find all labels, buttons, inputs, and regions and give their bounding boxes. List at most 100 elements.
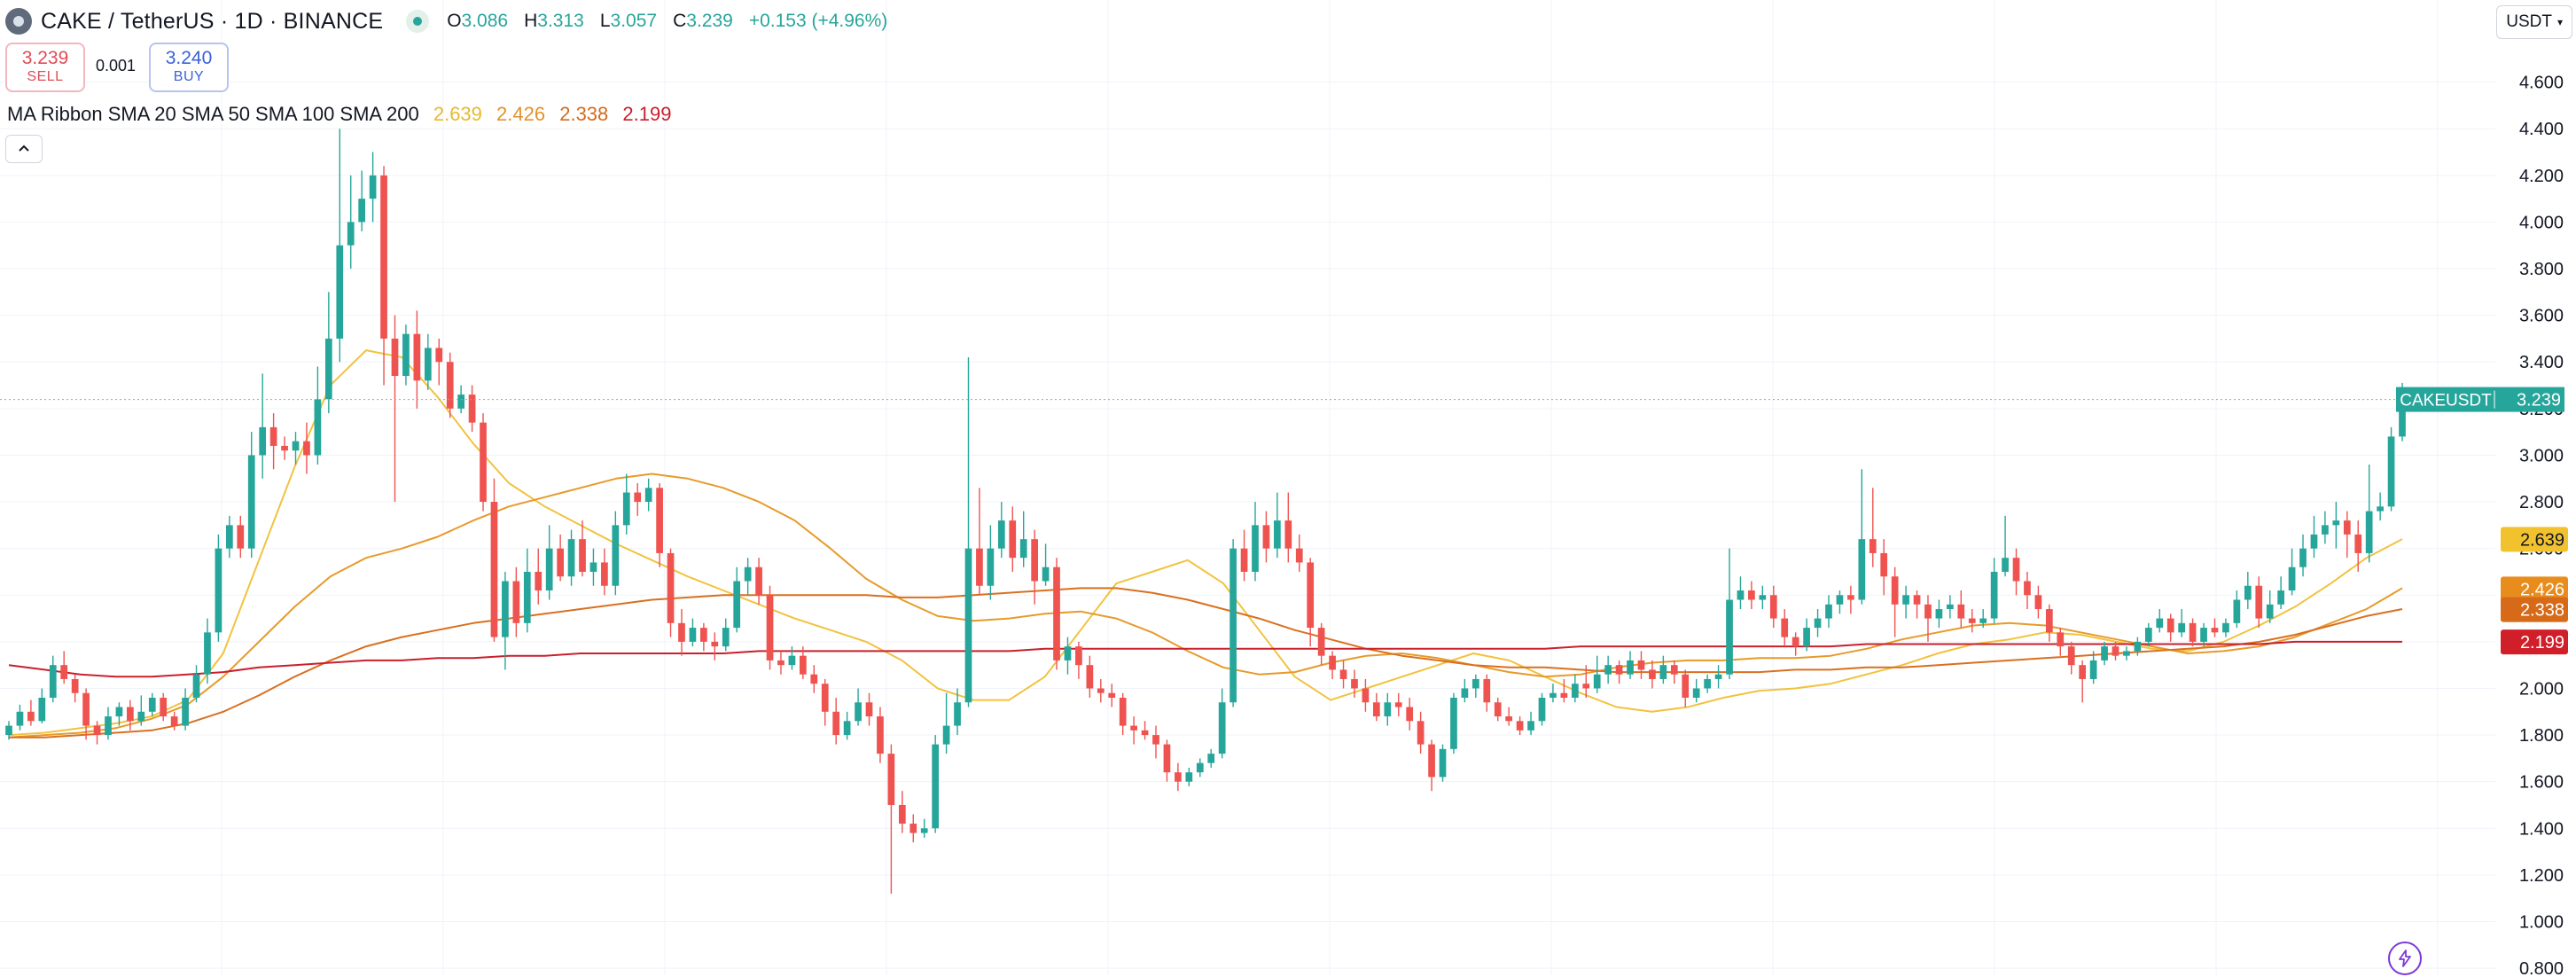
- candle: [446, 352, 454, 418]
- candle: [2310, 515, 2318, 559]
- candle-body: [2399, 399, 2406, 437]
- candle-body: [1913, 595, 1921, 605]
- candle-body: [148, 697, 156, 712]
- candle-body: [82, 692, 90, 726]
- ohlc-open: O3.086: [447, 11, 520, 32]
- candle-body: [490, 502, 498, 637]
- candle-body: [987, 548, 995, 586]
- candle-body: [1682, 674, 1690, 698]
- candle-body: [1880, 552, 1888, 577]
- candle: [1141, 721, 1149, 740]
- candle-body: [976, 548, 983, 586]
- candle-body: [1274, 520, 1281, 549]
- candle-body: [1990, 571, 1998, 619]
- candle-body: [1019, 539, 1027, 559]
- candle: [1880, 539, 1888, 596]
- candle-body: [788, 655, 796, 666]
- candle-body: [1869, 539, 1877, 553]
- candle-body: [49, 665, 57, 698]
- candle: [1163, 739, 1171, 782]
- candle: [1019, 511, 1027, 567]
- candle-body: [2343, 520, 2351, 535]
- candle-body: [1119, 697, 1127, 726]
- price-axis-labels: CAKEUSDT 3.239 2.639 2.426 2.338 2.199: [2396, 387, 2568, 655]
- currency-unit-label: USDT: [2506, 12, 2552, 31]
- candle-body: [2310, 534, 2318, 549]
- candle: [667, 548, 675, 637]
- candle-body: [810, 674, 818, 684]
- candle: [215, 534, 222, 642]
- y-tick-label: 3.400: [2519, 353, 2564, 372]
- collapse-legend-button[interactable]: [5, 135, 43, 163]
- candle-body: [1714, 674, 1722, 679]
- candle-body: [2354, 534, 2362, 553]
- ohlc-open-value: 3.086: [461, 11, 509, 31]
- candle: [1450, 692, 1457, 754]
- candle-body: [1935, 609, 1943, 619]
- candle: [1913, 590, 1921, 619]
- candle-body: [1947, 604, 1954, 610]
- candle: [887, 744, 895, 894]
- candle-body: [1803, 628, 1810, 647]
- candle-body: [38, 697, 46, 722]
- y-tick-label: 1.600: [2519, 773, 2564, 793]
- ohlc-low-value: 3.057: [610, 11, 658, 31]
- candle: [490, 478, 498, 642]
- candle: [1869, 488, 1877, 567]
- candle: [127, 700, 134, 731]
- candle: [1384, 692, 1392, 726]
- candle-body: [1704, 678, 1711, 689]
- currency-unit-button[interactable]: USDT ▾: [2496, 5, 2572, 39]
- candle-body: [1538, 697, 1546, 722]
- candle-body: [457, 395, 464, 409]
- symbol-title[interactable]: CAKE / TetherUS · 1D · BINANCE: [41, 8, 384, 34]
- candle: [832, 697, 840, 745]
- candle-body: [2123, 651, 2130, 656]
- candle: [1769, 585, 1777, 629]
- candle-body: [589, 562, 597, 572]
- candle-body: [2067, 646, 2075, 666]
- candle: [1836, 590, 1844, 614]
- candle: [2299, 534, 2307, 577]
- candle-body: [898, 804, 906, 825]
- candle: [49, 655, 57, 703]
- price-change: +0.153 (+4.96%): [748, 11, 888, 31]
- candle-body: [755, 567, 762, 596]
- lightning-icon[interactable]: [2388, 942, 2422, 975]
- candle-body: [380, 175, 387, 339]
- candle-body: [535, 571, 543, 591]
- last-price-tag-bg: [2495, 387, 2564, 412]
- candle: [2189, 618, 2197, 647]
- candle: [1373, 692, 1380, 722]
- candle: [281, 436, 288, 460]
- indicator-legend[interactable]: MA Ribbon SMA 20 SMA 50 SMA 100 SMA 200 …: [7, 103, 680, 126]
- candle: [612, 511, 620, 596]
- candle-body: [424, 348, 432, 381]
- candle: [1704, 674, 1711, 693]
- candle: [2200, 622, 2207, 647]
- candle: [2045, 604, 2053, 642]
- candle: [1902, 585, 1909, 619]
- candle-body: [2034, 595, 2042, 610]
- sell-button[interactable]: 3.239 SELL: [5, 43, 85, 92]
- buy-button[interactable]: 3.240 BUY: [149, 43, 229, 92]
- ma-tag-label: 2.199: [2520, 633, 2564, 653]
- candle: [644, 478, 652, 512]
- candle: [2343, 511, 2351, 559]
- candle-body: [877, 716, 884, 754]
- candle: [314, 366, 322, 465]
- ohlc-close: C3.239: [673, 11, 745, 32]
- candle: [1207, 748, 1215, 768]
- candle-body: [2101, 646, 2108, 660]
- candle-body: [865, 702, 873, 717]
- candle-body: [964, 548, 972, 703]
- candle-body: [5, 725, 12, 736]
- candle-body: [1163, 744, 1171, 773]
- candle: [71, 674, 79, 703]
- candle: [1053, 558, 1060, 670]
- candle-body: [336, 245, 344, 339]
- market-status-icon[interactable]: [406, 10, 430, 33]
- candle: [1527, 711, 1534, 736]
- chart-grid: [0, 0, 2495, 975]
